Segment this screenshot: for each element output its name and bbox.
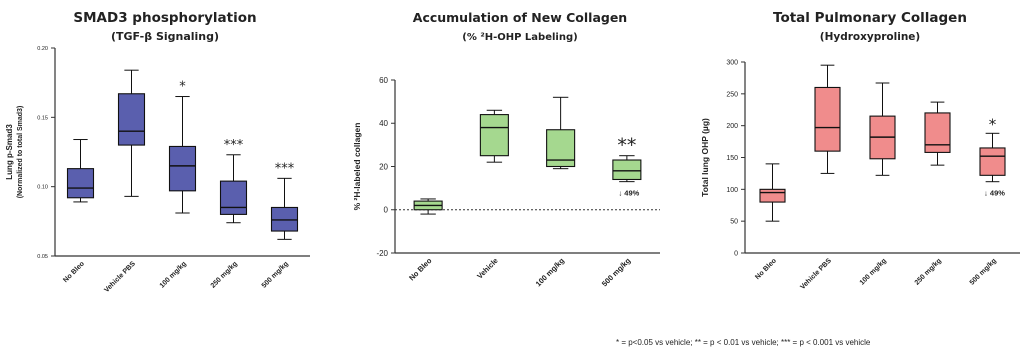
box-body [979,147,1006,176]
y-tick-label: 0 [384,206,389,215]
y-tick-label: 0.05 [37,254,48,260]
x-category-label: 100 mg/kg [859,257,888,286]
box-body [924,112,951,153]
x-category-label: Vehicle PBS [799,257,833,291]
y-tick-label: 40 [379,119,388,128]
y-tick-label: 200 [726,123,738,130]
smad3-chart: SMAD3 phosphorylation (TGF-β Signaling) 0.… [0,0,330,330]
chart-title: Total Pulmonary Collagen [773,10,967,26]
chart-subtitle: (% ²H-OHP Labeling) [462,32,577,43]
y-tick-label: 50 [730,219,738,226]
box-body [168,145,197,192]
significance-marker: * [989,115,997,133]
reduction-annotation: ↓ 49% [618,189,639,198]
new-collagen-chart: Accumulation of New Collagen (% ²H-OHP La… [340,0,685,330]
y-tick-label: 0 [734,250,738,257]
y-axis-label: Lung p-Smad3 [5,124,14,180]
box-4 [924,101,951,166]
x-category-label: Vehicle [475,256,500,281]
box-2 [479,109,509,163]
chart-title: SMAD3 phosphorylation [73,10,256,26]
x-category-label: 500 mg/kg [600,256,633,289]
significance-marker: * [179,80,186,95]
y-tick-label: 250 [726,91,738,98]
box-5 [270,177,299,240]
box-body [117,93,146,146]
box-1 [759,163,786,222]
x-category-label: 250 mg/kg [914,257,943,286]
box-1 [66,139,95,203]
x-category-label: 250 mg/kg [210,260,239,289]
chart-title: Accumulation of New Collagen [413,10,627,25]
box-2 [117,69,146,197]
chart-subtitle: (Hydroxyproline) [820,31,920,43]
reduction-annotation: ↓ 49% [984,189,1005,198]
y-axis-label: Total lung OHP (µg) [700,118,710,197]
box-3 [869,82,896,176]
box-body [219,180,248,215]
chart-svg: SMAD3 phosphorylation (TGF-β Signaling) 0.… [5,10,310,294]
y-axis-label: % ²H-labeled collagen [352,123,362,211]
box-3 [546,96,576,170]
y-tick-label: 150 [726,155,738,162]
y-axis-label-2: (Normalized to total Smad3) [17,106,24,199]
chart-svg: Total Pulmonary Collagen (Hydroxyproline)… [700,10,1020,291]
x-category-label: Vehicle PBS [103,260,137,294]
significance-marker: ** [617,135,636,157]
box-body [759,188,786,203]
x-category-label: 500 mg/kg [261,260,290,289]
significance-marker: *** [224,138,244,153]
box-body [546,129,576,168]
box-body [814,86,841,152]
y-tick-label: 300 [726,59,738,66]
significance-marker: *** [275,161,295,176]
x-category-label: No Bleo [62,260,86,284]
box-5 [979,132,1006,183]
box-4 [219,154,248,224]
total-collagen-chart: Total Pulmonary Collagen (Hydroxyproline)… [690,0,1030,330]
chart-subtitle: (TGF-β Signaling) [111,30,219,43]
box-1 [413,198,443,215]
y-tick-label: 0.15 [37,115,48,121]
significance-footnote: * = p<0.05 vs vehicle; ** = p < 0.01 vs … [616,338,871,347]
x-category-label: 500 mg/kg [969,257,998,286]
y-tick-label: -20 [376,249,388,258]
box-3 [168,96,197,214]
y-tick-label: 60 [379,76,388,85]
y-tick-label: 100 [726,187,738,194]
y-tick-label: 0.10 [37,185,48,191]
box-2 [814,64,841,174]
box-body [66,168,95,199]
x-category-label: 100 mg/kg [159,260,188,289]
box-4 [612,155,642,183]
x-category-label: No Bleo [407,256,434,283]
x-category-label: No Bleo [754,257,778,281]
chart-svg: Accumulation of New Collagen (% ²H-OHP La… [352,10,660,289]
x-category-label: 100 mg/kg [534,256,567,289]
y-tick-label: 0.20 [37,46,48,52]
box-body [479,114,509,157]
box-body [612,159,642,181]
y-tick-label: 20 [379,162,388,171]
